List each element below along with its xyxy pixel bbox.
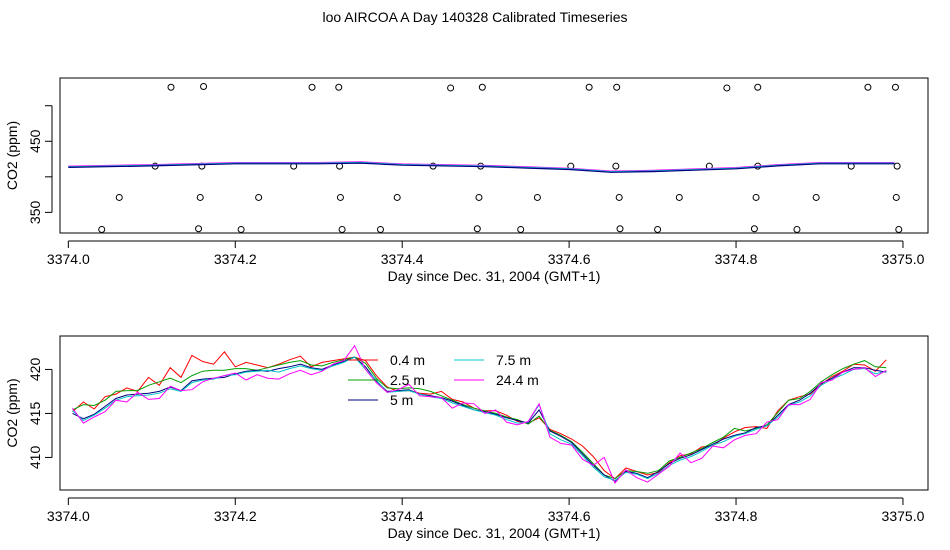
scatter-point <box>585 83 593 91</box>
scatter-point <box>255 193 263 201</box>
scatter-point <box>335 83 343 91</box>
scatter-point <box>115 193 123 201</box>
scatter-point <box>196 193 204 201</box>
series-line <box>72 350 887 480</box>
scatter-point <box>612 162 620 170</box>
x-tick-label: 3374.8 <box>715 251 758 267</box>
scatter-point <box>864 83 872 91</box>
scatter-point <box>98 225 106 233</box>
x-tick-label: 3374.0 <box>47 508 90 524</box>
scatter-point <box>308 83 316 91</box>
x-axis-label: Day since Dec. 31, 2004 (GMT+1) <box>388 525 601 541</box>
scatter-point <box>754 83 762 91</box>
series-line <box>72 344 887 484</box>
x-axis-label: Day since Dec. 31, 2004 (GMT+1) <box>388 268 601 284</box>
x-tick-label: 3374.6 <box>548 251 591 267</box>
x-tick-label: 3374.4 <box>381 508 424 524</box>
x-tick-label: 3374.8 <box>715 508 758 524</box>
scatter-point <box>613 83 621 91</box>
scatter-point <box>517 225 525 233</box>
scatter-point <box>723 84 731 92</box>
scatter-point <box>615 193 623 201</box>
scatter-point <box>750 225 758 233</box>
series-line <box>72 356 887 481</box>
x-tick-label: 3374.0 <box>47 251 90 267</box>
y-tick-label: 350 <box>27 200 43 224</box>
scatter-point <box>533 193 541 201</box>
x-tick-label: 3374.2 <box>214 251 257 267</box>
legend-label: 0.4 m <box>390 352 425 368</box>
plot-frame <box>59 335 929 491</box>
x-tick-label: 3374.4 <box>381 251 424 267</box>
y-tick-label: 415 <box>27 402 43 426</box>
scatter-point <box>393 193 401 201</box>
scatter-point <box>793 225 801 233</box>
legend-label: 7.5 m <box>496 352 531 368</box>
legend-label: 2.5 m <box>390 372 425 388</box>
figure-title: loo AIRCOA A Day 140328 Calibrated Times… <box>322 9 628 25</box>
series-line <box>72 356 887 482</box>
scatter-point <box>336 193 344 201</box>
scatter-point <box>447 84 455 92</box>
top-panel-scatter: 3374.0 3374.2 3374.4 3374.6 3374.8 3375.0 Day … <box>4 77 929 284</box>
scatter-point <box>478 83 486 91</box>
scatter-point <box>675 193 683 201</box>
scatter-point <box>891 83 899 91</box>
y-axis-label: CO2 (ppm) <box>4 378 20 447</box>
scatter-point <box>237 225 245 233</box>
scatter-point <box>616 225 624 233</box>
scatter-point <box>893 162 901 170</box>
scatter-point <box>752 193 760 201</box>
y-tick-label: 410 <box>27 446 43 470</box>
x-tick-label: 3375.0 <box>882 508 925 524</box>
scatter-point <box>200 83 208 91</box>
x-tick-label: 3374.6 <box>548 508 591 524</box>
scatter-point <box>475 193 483 201</box>
top-series-line <box>68 162 895 173</box>
plot-frame <box>59 77 929 234</box>
scatter-point <box>892 193 900 201</box>
y-tick-label: 420 <box>27 358 43 382</box>
scatter-point <box>812 193 820 201</box>
y-tick-label: 450 <box>27 129 43 153</box>
series-line <box>72 356 887 480</box>
scatter-point <box>473 225 481 233</box>
scatter-point <box>376 225 384 233</box>
scatter-point <box>338 225 346 233</box>
legend-label: 24.4 m <box>496 372 539 388</box>
y-axis-label: CO2 (ppm) <box>4 121 20 190</box>
x-tick-label: 3375.0 <box>882 251 925 267</box>
x-tick-label: 3374.2 <box>214 508 257 524</box>
scatter-point <box>195 225 203 233</box>
bottom-panel-timeseries: 3374.0 3374.2 3374.4 3374.6 3374.8 3375.0 Day … <box>4 335 929 541</box>
legend-label: 5 m <box>390 392 413 408</box>
scatter-point <box>895 225 903 233</box>
scatter-point <box>654 225 662 233</box>
scatter-point <box>167 83 175 91</box>
